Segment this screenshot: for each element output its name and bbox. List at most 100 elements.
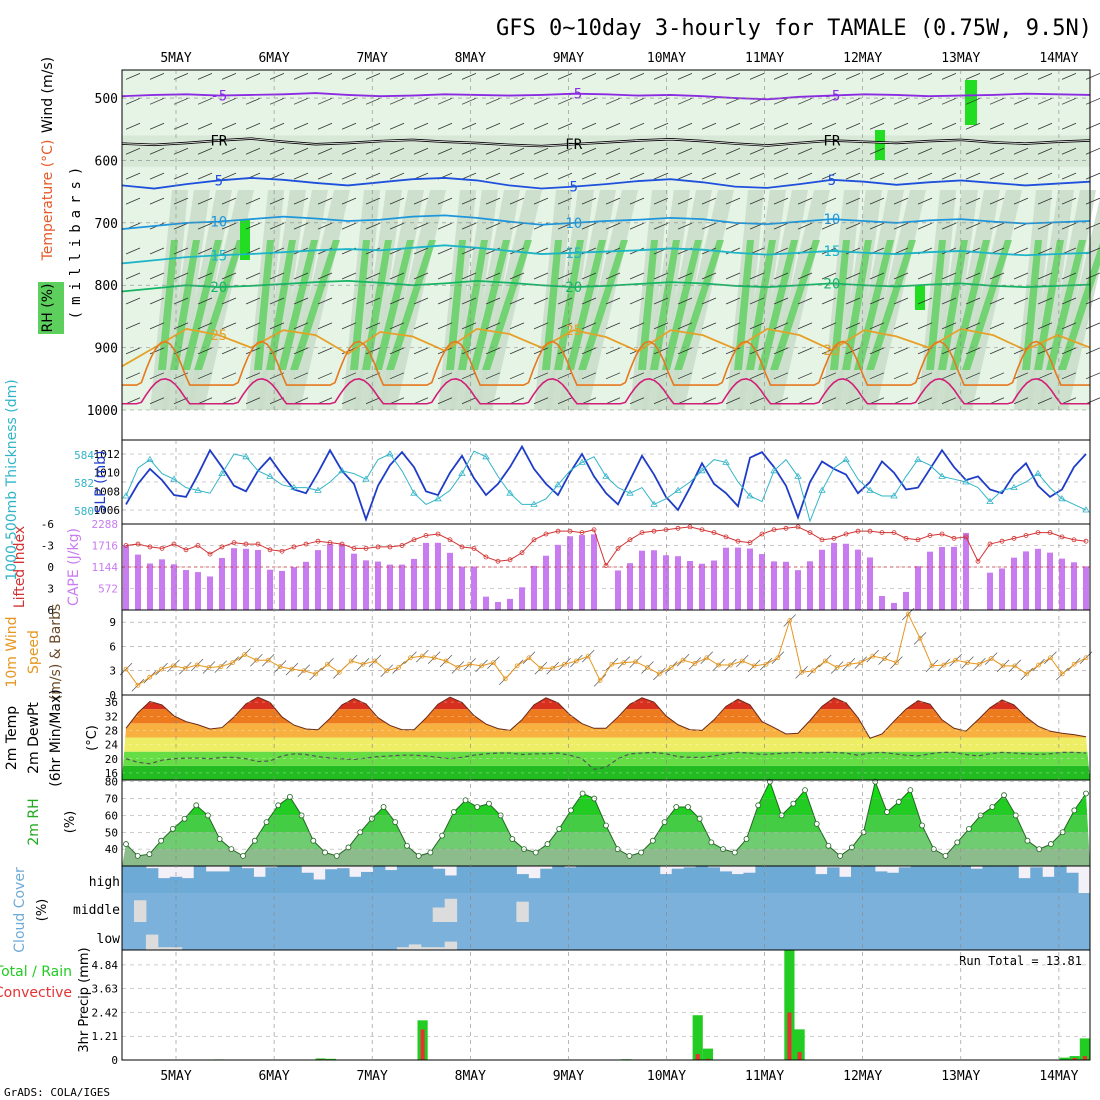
wind-barb <box>677 72 693 80</box>
wind-barb <box>125 72 141 80</box>
wind-barb <box>317 372 333 380</box>
wind-speed-point <box>775 655 781 661</box>
y-tick-label: 800 <box>95 279 118 294</box>
rh-streak-green <box>374 240 414 370</box>
wind-speed-point <box>1012 663 1018 669</box>
wind-barb <box>437 197 453 205</box>
rh-point <box>275 802 282 809</box>
wind-barb <box>1013 172 1029 180</box>
cape-bar <box>903 591 909 610</box>
rh-streak-green <box>290 240 340 370</box>
cloud-bar <box>659 874 673 893</box>
wind-barb <box>365 322 381 330</box>
wind-barb <box>701 347 717 355</box>
thickness-point <box>722 458 730 465</box>
wind-barb <box>437 97 453 105</box>
cape-bar <box>999 568 1005 610</box>
wind-barb <box>989 272 1005 280</box>
credit-text: GrADS: COLA/IGES <box>4 1086 110 1099</box>
lifted-index-point <box>579 530 585 535</box>
wind-speed-point <box>206 665 212 670</box>
wind-barb <box>821 272 837 280</box>
cloud-bar <box>504 866 517 893</box>
wind-speed-point <box>692 661 698 666</box>
isotherm-label: 20 <box>823 276 840 292</box>
wind-barb <box>269 147 285 155</box>
wind-speed-point <box>763 661 769 667</box>
wind-barb <box>341 172 357 180</box>
cloud-level-high: high <box>89 875 120 890</box>
wind-barb <box>725 97 741 105</box>
wind-barb <box>1061 397 1077 405</box>
lifted-index-point <box>615 545 621 551</box>
day-label-bottom: 10MAY <box>647 1069 686 1084</box>
wind-barb <box>269 72 285 80</box>
wind-barb <box>269 122 285 130</box>
rh-point <box>216 836 223 842</box>
cape-bar <box>243 548 249 610</box>
lifted-index-point <box>363 545 369 551</box>
wind-barb <box>677 172 693 180</box>
wind-barb <box>509 372 525 380</box>
y-label-precip: 3hr Precip (mm) <box>77 947 92 1052</box>
wind-barb <box>653 222 669 230</box>
cape-bar <box>687 561 693 610</box>
y-tick-label: 20 <box>105 753 118 766</box>
wind-barb <box>365 272 381 280</box>
wind-barb <box>365 197 381 205</box>
wind-barb <box>1013 297 1029 305</box>
rh-point <box>474 804 481 810</box>
lifted-index-point <box>723 534 729 540</box>
lifted-index-point <box>1059 534 1065 540</box>
wind-speed-point <box>301 668 307 674</box>
wind-speed-point <box>609 661 615 667</box>
wind-barb <box>173 172 189 180</box>
wind-barb <box>461 172 477 180</box>
wind-barb <box>581 122 597 130</box>
wind-barb <box>989 347 1005 355</box>
lifted-index-point <box>831 535 837 541</box>
wind-barb <box>557 297 573 305</box>
wind-barb <box>221 372 237 380</box>
wind-barb <box>821 372 837 380</box>
wind-barb <box>341 197 357 205</box>
cloud-bar <box>372 866 386 893</box>
wind-barb <box>917 272 933 280</box>
slp-tick: 1010 <box>94 467 121 480</box>
wind-speed-line <box>125 612 1087 686</box>
lifted-index-point <box>543 531 549 537</box>
wind-barb <box>869 197 885 205</box>
cape-bar <box>915 566 921 610</box>
wind-barb <box>605 97 621 105</box>
cape-bar <box>267 569 273 610</box>
thickness-point <box>962 478 970 485</box>
wind-barb <box>485 347 501 355</box>
wind-barb <box>533 397 549 405</box>
wind-barb <box>773 172 789 180</box>
wind-barb <box>581 322 597 330</box>
wind-barb <box>773 197 789 205</box>
lifted-index-point <box>975 558 981 564</box>
wind-barb <box>437 122 453 130</box>
rh-cell-bright <box>915 285 925 310</box>
wind-speed-point <box>941 662 947 668</box>
thickness-point <box>506 489 514 496</box>
rh-point <box>1024 837 1031 844</box>
wind-barb <box>917 372 933 380</box>
wind-barb <box>677 397 693 405</box>
wind-barb <box>509 197 525 205</box>
rh-point <box>954 839 961 846</box>
cloud-bar <box>133 866 147 893</box>
wind-barb <box>173 197 189 205</box>
lifted-index-point <box>879 530 885 535</box>
y-tick-label: 40 <box>105 843 118 856</box>
wind-barb <box>797 172 813 180</box>
lifted-index-point <box>387 544 393 550</box>
wind-barb <box>1061 197 1077 205</box>
wind-barb <box>581 297 597 305</box>
wind-barb <box>293 397 309 405</box>
cloud-bar <box>755 866 768 893</box>
lifted-index-point <box>315 538 321 544</box>
cloud-bar <box>743 872 756 893</box>
